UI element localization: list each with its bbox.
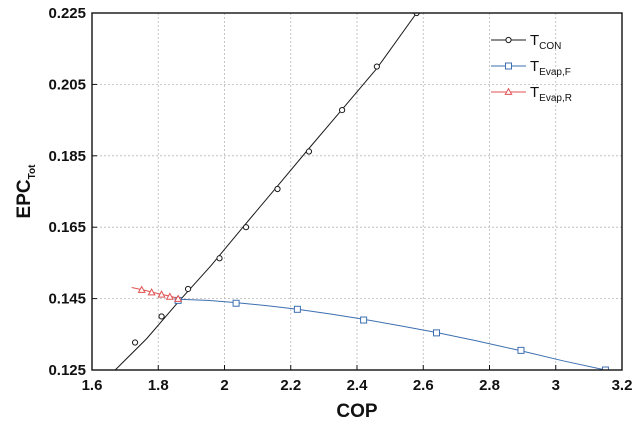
data-point-con: [242, 224, 250, 231]
legend-label-subscript: CON: [539, 41, 561, 52]
legend-label-main: T: [530, 32, 539, 49]
x-tick-label: 1.6: [82, 377, 103, 394]
data-point-con: [274, 185, 281, 193]
legend-label-evap-r: TEvap,R: [530, 84, 572, 104]
legend-marker-con: [505, 36, 512, 44]
data-point-evap-r: [157, 290, 166, 298]
data-point-con: [305, 148, 313, 155]
y-tick-label: 0.125: [48, 362, 86, 379]
data-point-evap-f: [360, 316, 368, 324]
x-tick-label: 2.8: [479, 377, 500, 394]
legend-label-main: T: [530, 84, 539, 101]
data-point-con: [373, 63, 380, 70]
x-tick-label: 2.4: [347, 377, 369, 394]
grid: [92, 13, 622, 370]
legend-label-subscript: Evap,F: [539, 67, 571, 78]
y-tick-label: 0.225: [48, 5, 86, 22]
data-point-con: [338, 107, 346, 114]
data-point-con: [131, 339, 139, 346]
x-tick-label: 3: [552, 377, 560, 394]
series-con: [114, 13, 420, 370]
data-point-evap-f: [293, 305, 301, 313]
legend-label-con: TCON: [530, 32, 561, 52]
legend-label-subscript: Evap,R: [539, 93, 572, 104]
data-point-evap-f: [232, 299, 240, 307]
data-point-evap-r: [137, 285, 146, 293]
y-tick-label: 0.165: [48, 219, 86, 236]
y-tick-label: 0.145: [48, 291, 86, 308]
legend-marker-evap-f: [505, 62, 512, 70]
data-point-evap-r: [147, 288, 156, 296]
legend-label-main: T: [530, 58, 539, 75]
y-axis-title: EPCTot: [14, 164, 38, 219]
legend-label-evap-f: TEvap,F: [530, 58, 571, 78]
series-line-con: [114, 13, 418, 370]
x-tick-label: 2.6: [413, 377, 434, 394]
series-evap-r: [131, 285, 183, 302]
plot-series: [114, 13, 609, 370]
x-tick-label: 2: [220, 377, 228, 394]
data-point-con: [158, 313, 165, 320]
x-tick-label: 1.8: [148, 377, 169, 394]
data-point-con: [216, 255, 223, 262]
axis-ticks: 1.6 1.8 2 2.2 2.4 2.6 2.8 3 3.2 0.125 0.145 0.165 0.…: [48, 5, 632, 394]
y-axis-title-subscript: Tot: [27, 164, 38, 179]
x-tick-label: 2.2: [280, 377, 301, 394]
data-point-evap-f: [601, 366, 609, 370]
data-point-evap-r: [165, 292, 174, 300]
y-tick-label: 0.185: [48, 148, 86, 165]
data-point-evap-f: [517, 346, 525, 354]
x-axis-title: COP: [336, 401, 378, 422]
x-tick-label: 3.2: [612, 377, 633, 394]
legend-marker-evap-r: [504, 87, 513, 95]
data-point-evap-r: [174, 294, 183, 302]
data-point-evap-f: [433, 329, 440, 337]
data-point-con: [184, 285, 192, 293]
y-tick-label: 0.205: [48, 76, 86, 93]
y-axis-title-main: EPC: [14, 179, 35, 218]
